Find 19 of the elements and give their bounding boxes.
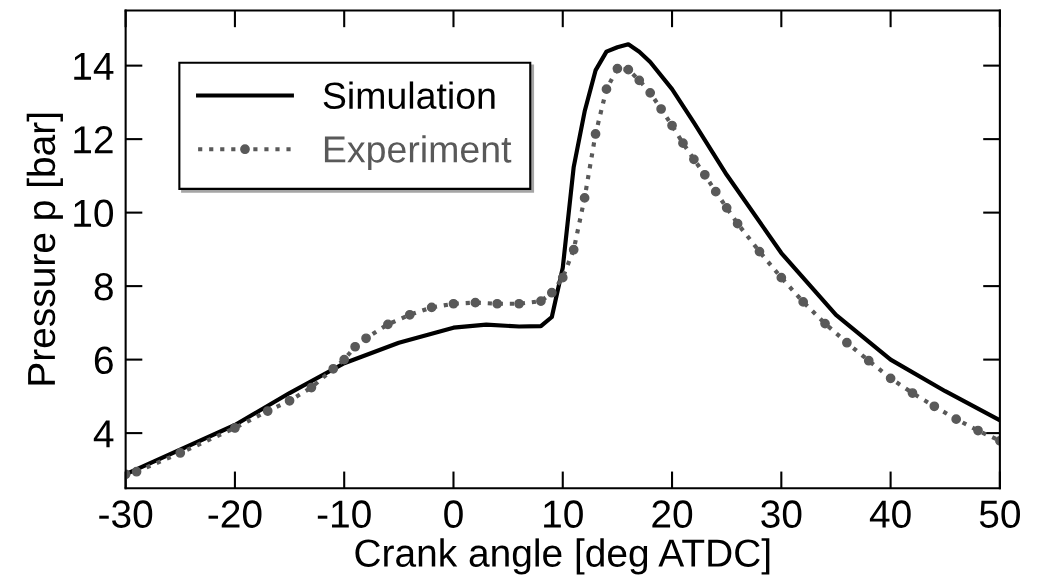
legend-label: Experiment [324,135,512,171]
legend-label: Simulation [323,81,495,109]
y-tick-label: 12 [74,126,113,154]
y-tick-label: 6 [94,346,113,375]
y-tick-label: 10 [74,199,114,228]
x-tick-label: -20 [208,500,262,528]
y-tick-label: 4 [93,420,114,448]
y-tick-label: 14 [74,52,114,80]
x-tick-label: 20 [652,500,693,528]
x-tick-label: 40 [869,500,911,528]
x-tick-label: -10 [317,500,371,528]
x-tick-label: 30 [761,500,802,528]
x-axis-title: Crank angle [deg ATDC] [355,538,770,575]
x-tick-label: -30 [99,500,153,528]
y-tick-label: 8 [94,273,113,301]
x-tick-label: 10 [544,500,583,528]
x-tick-label: 50 [979,500,1020,528]
y-axis-title: Pressure p [bar] [26,113,63,385]
x-tick-label: 0 [444,500,463,528]
